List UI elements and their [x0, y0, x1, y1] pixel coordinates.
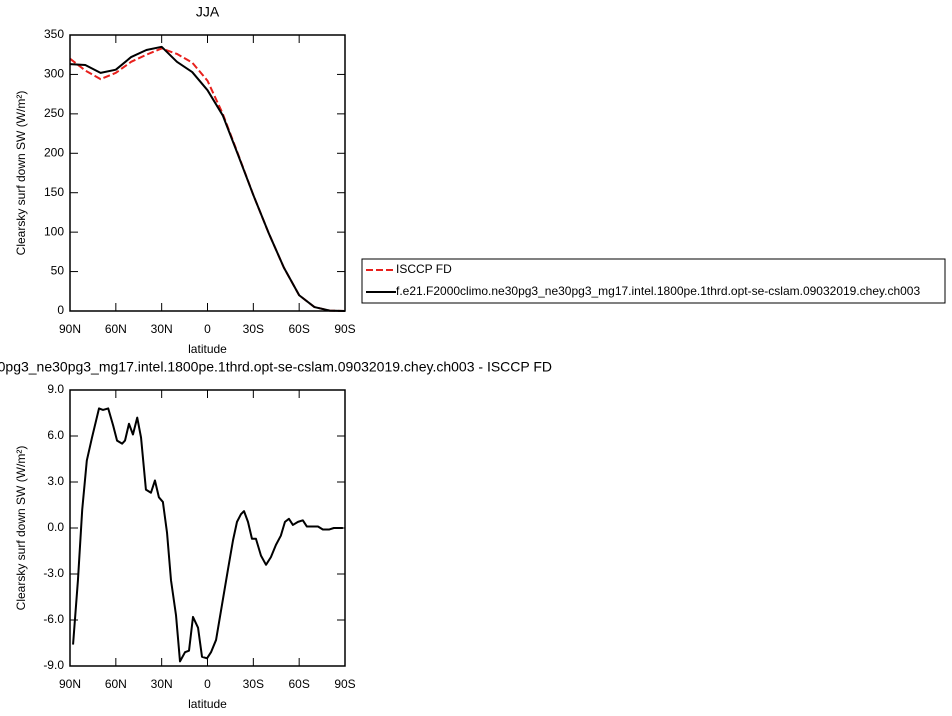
x-tick-label: 60N — [105, 677, 127, 691]
x-tick-label: 30N — [151, 322, 173, 336]
x-tick-label: 0 — [204, 322, 211, 336]
x-tick-label: 60N — [105, 322, 127, 336]
chart-title: JJA — [196, 4, 220, 20]
plot-frame — [69, 34, 346, 312]
y-tick-label: 0 — [57, 303, 64, 317]
data-line — [69, 45, 346, 312]
y-tick-label: -9.0 — [43, 658, 64, 672]
y-axis-label: Clearsky surf down SW (W/m²) — [14, 446, 28, 611]
x-tick-label: 60S — [288, 322, 309, 336]
y-tick-label: 350 — [44, 27, 64, 41]
x-axis-label: latitude — [188, 697, 227, 711]
data-line — [69, 47, 346, 312]
y-tick-label: 3.0 — [47, 474, 64, 488]
x-tick-label: 90N — [59, 677, 81, 691]
legend-label: f.e21.F2000climo.ne30pg3_ne30pg3_mg17.in… — [396, 284, 920, 298]
x-tick-label: 90S — [334, 322, 355, 336]
y-tick-label: 300 — [44, 67, 64, 81]
y-tick-label: 150 — [44, 185, 64, 199]
x-tick-label: 30S — [243, 322, 264, 336]
chart-title: f.e21.F2000climo.ne30pg3_ne30pg3_mg17.in… — [0, 359, 552, 375]
y-tick-label: 6.0 — [47, 428, 64, 442]
y-tick-label: -3.0 — [43, 566, 64, 580]
plot-frame — [69, 389, 346, 667]
y-tick-label: 9.0 — [47, 382, 64, 396]
x-axis-label: latitude — [188, 342, 227, 356]
legend-box — [361, 258, 946, 304]
x-tick-label: 90N — [59, 322, 81, 336]
x-tick-label: 30N — [151, 677, 173, 691]
x-tick-label: 60S — [288, 677, 309, 691]
x-tick-label: 90S — [334, 677, 355, 691]
y-tick-label: -6.0 — [43, 612, 64, 626]
data-line — [72, 407, 343, 663]
y-tick-label: 0.0 — [47, 520, 64, 534]
legend-label: ISCCP FD — [396, 262, 452, 276]
y-tick-label: 50 — [51, 264, 65, 278]
y-tick-label: 100 — [44, 224, 64, 238]
y-axis-label: Clearsky surf down SW (W/m²) — [14, 91, 28, 256]
y-tick-label: 200 — [44, 145, 64, 159]
x-tick-label: 0 — [204, 677, 211, 691]
x-tick-label: 30S — [243, 677, 264, 691]
y-tick-label: 250 — [44, 106, 64, 120]
